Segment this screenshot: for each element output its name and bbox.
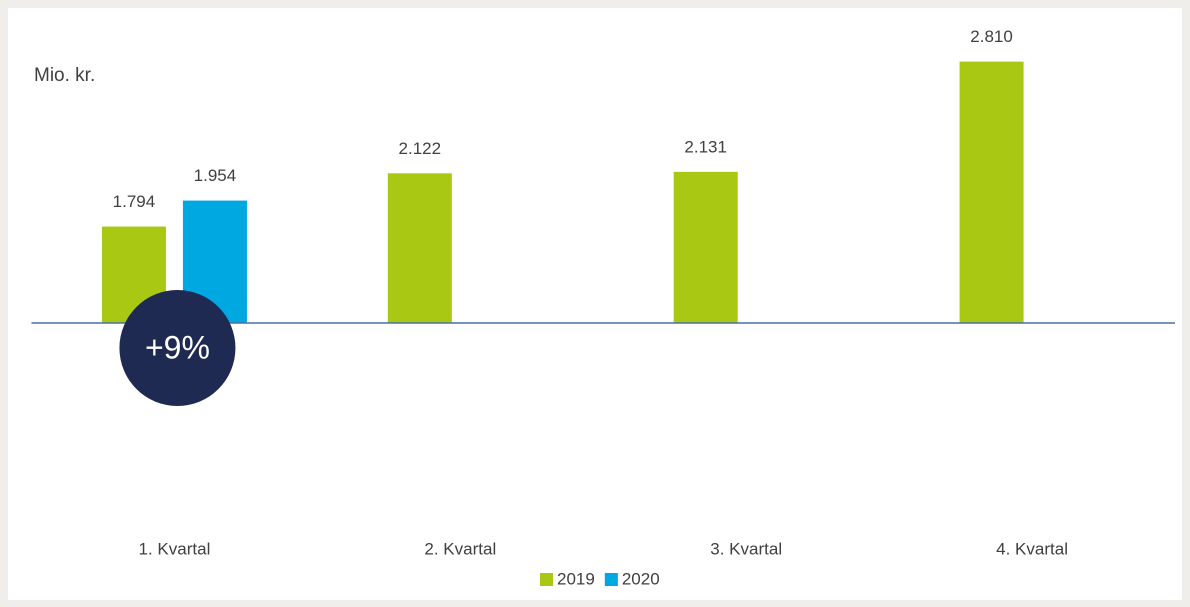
x-tick-label: 2. Kvartal (424, 539, 496, 558)
bar (387, 173, 452, 323)
x-tick-label: 1. Kvartal (139, 539, 211, 558)
x-tick-label: 3. Kvartal (710, 539, 782, 558)
legend-swatch (604, 573, 618, 586)
y-axis-label: Mio. kr. (34, 65, 95, 86)
data-label: 2.122 (399, 139, 442, 158)
data-label: 1.954 (194, 166, 237, 185)
data-label: 2.810 (970, 27, 1013, 46)
legend-label: 2020 (622, 569, 660, 588)
annotation: +9% (145, 329, 210, 365)
data-label: 2.131 (684, 137, 727, 156)
x-tick-label: 4. Kvartal (996, 539, 1068, 558)
bar (959, 61, 1024, 324)
legend-swatch (540, 573, 553, 586)
data-label: 1.794 (113, 192, 156, 211)
annotation-bubble (119, 290, 236, 406)
legend-label: 2019 (557, 569, 595, 588)
bar (673, 171, 738, 323)
